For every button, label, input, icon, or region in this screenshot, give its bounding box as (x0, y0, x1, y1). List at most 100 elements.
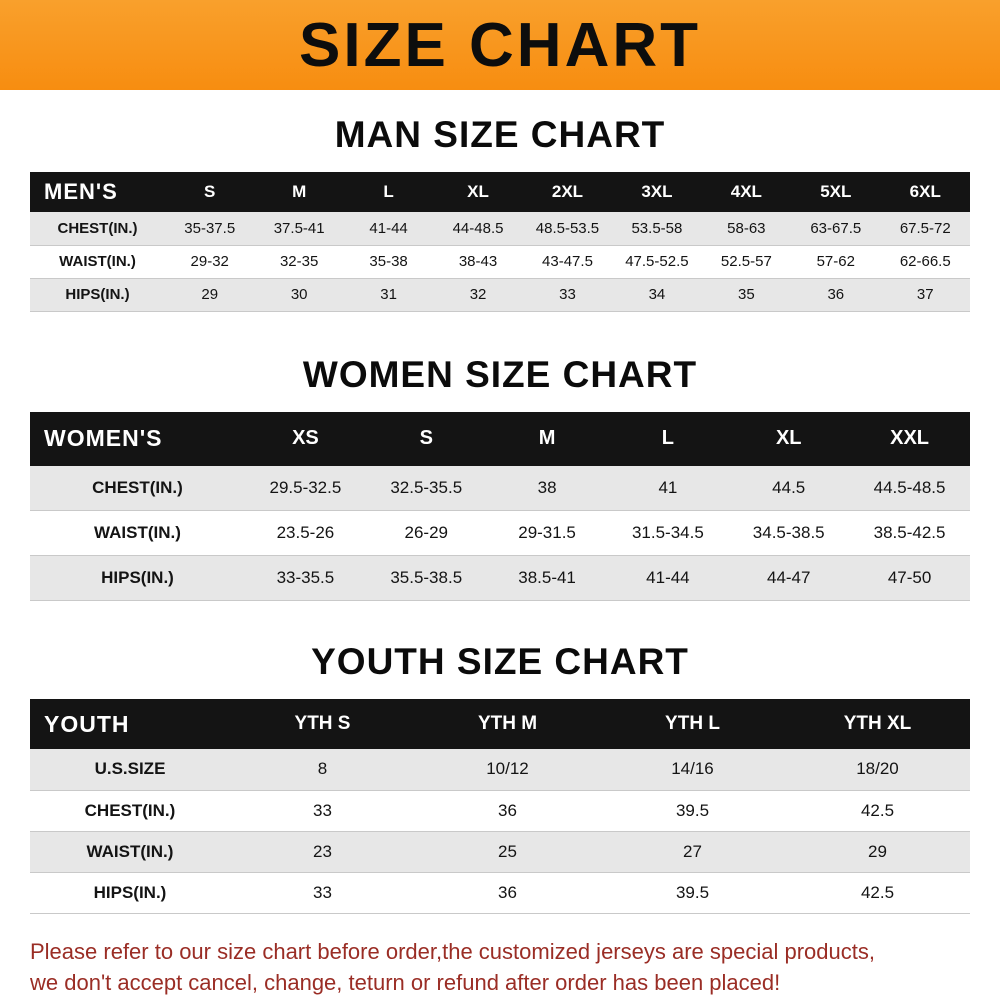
measurement-label-cell: HIPS(IN.) (65, 286, 130, 303)
table-row: HIPS(IN.) 29 30 31 32 33 34 35 36 37 (30, 278, 970, 311)
youth-section: YOUTH SIZE CHART YOUTH YTH S YTH M YTH L YTH… (0, 641, 1000, 914)
men-size-table: MEN'S S M L XL 2XL 3XL 4XL 5XL 6XL CHEST(IN.) 35-37… (30, 172, 970, 312)
measurement-value-cell: 38-43 (458, 253, 498, 270)
measurement-value-cell: 38 (537, 477, 557, 497)
measurement-value-cell: 42.5 (860, 882, 895, 902)
measurement-value-cell: 44-48.5 (452, 219, 504, 237)
table-row: HIPS(IN.) 33 36 39.5 42.5 (30, 872, 970, 913)
size-column-header: XL (728, 411, 850, 466)
measurement-label-cell: CHEST(IN.) (92, 477, 183, 497)
measurement-value-cell: 29-31.5 (518, 523, 576, 542)
measurement-value-cell: 38.5-42.5 (873, 523, 946, 542)
table-header-row: YOUTH YTH S YTH M YTH L YTH XL (30, 699, 970, 749)
size-column-header: YTH L (600, 699, 785, 749)
measurement-value-cell: 25 (498, 841, 517, 861)
size-column-header: M (254, 172, 344, 212)
measurement-value-cell: 33-35.5 (276, 568, 335, 587)
footer-note-line-2: we don't accept cancel, change, teturn o… (30, 970, 781, 996)
measurement-value-cell: 31 (380, 286, 397, 303)
measurement-value-cell: 29.5-32.5 (269, 477, 342, 497)
measurement-value-cell: 39.5 (675, 800, 710, 820)
table-row: CHEST(IN.) 33 36 39.5 42.5 (30, 790, 970, 831)
measurement-value-cell: 29-32 (190, 253, 229, 270)
measurement-label-cell: WAIST(IN.) (59, 253, 136, 270)
table-row: CHEST(IN.) 35-37.5 37.5-41 41-44 44-48.5 48.5… (30, 212, 970, 245)
table-row: WAIST(IN.) 23.5-26 26-29 29-31.5 31.5-34.5 34… (30, 510, 970, 556)
size-column-header: S (365, 411, 487, 466)
size-column-header: 3XL (612, 172, 702, 212)
measurement-value-cell: 29 (868, 841, 887, 861)
measurement-value-cell: 37.5-41 (273, 219, 325, 237)
measurement-value-cell: 23.5-26 (276, 523, 335, 542)
youth-size-table: YOUTH YTH S YTH M YTH L YTH XL U.S.SIZE 8 10/12… (30, 699, 970, 914)
table-row: CHEST(IN.) 29.5-32.5 32.5-35.5 38 41 44.5 44.5… (30, 465, 970, 511)
size-column-header: L (607, 411, 729, 466)
measurement-value-cell: 32-35 (279, 253, 319, 270)
measurement-label-cell: CHEST(IN.) (84, 800, 176, 820)
men-section-heading: MAN SIZE CHART (334, 114, 666, 155)
measurement-value-cell: 32 (469, 286, 487, 303)
size-column-header: S (165, 172, 255, 212)
measurement-value-cell: 33 (313, 882, 332, 902)
measurement-value-cell: 44-47 (766, 568, 811, 587)
measurement-value-cell: 35-37.5 (184, 219, 236, 237)
page-title: SIZE CHART (299, 10, 701, 80)
measurement-value-cell: 43-47.5 (542, 253, 593, 270)
measurement-label-cell: WAIST(IN.) (94, 523, 181, 542)
measurement-label-cell: CHEST(IN.) (57, 219, 138, 237)
measurement-value-cell: 63-67.5 (810, 219, 862, 237)
women-size-table: WOMEN'S XS S M L XL XXL CHEST(IN.) 29.5-32.5 32.5… (30, 411, 970, 602)
youth-section-heading: YOUTH SIZE CHART (311, 641, 689, 682)
measurement-value-cell: 14/16 (671, 759, 714, 779)
measurement-value-cell: 31.5-34.5 (631, 523, 704, 542)
size-column-header: YTH S (230, 699, 415, 749)
measurement-value-cell: 48.5-53.5 (535, 219, 600, 237)
measurement-value-cell: 36 (498, 882, 517, 902)
measurement-value-cell: 36 (498, 800, 517, 820)
size-column-header: M (486, 411, 608, 466)
measurement-value-cell: 34 (648, 286, 666, 303)
measurement-value-cell: 18/20 (856, 759, 899, 779)
size-column-header: 2XL (522, 172, 613, 212)
size-column-header: XL (433, 172, 523, 212)
table-row: HIPS(IN.) 33-35.5 35.5-38.5 38.5-41 41-44 44-… (30, 555, 970, 601)
footer-note-line-1: Please refer to our size chart before or… (30, 938, 875, 964)
table-row: U.S.SIZE 8 10/12 14/16 18/20 (30, 749, 970, 790)
measurement-value-cell: 10/12 (486, 759, 529, 779)
measurement-value-cell: 47.5-52.5 (625, 253, 689, 270)
table-header-row: MEN'S S M L XL 2XL 3XL 4XL 5XL 6XL (30, 172, 970, 212)
measurement-value-cell: 57-62 (816, 253, 855, 270)
measurement-value-cell: 47-50 (887, 568, 932, 587)
measurement-value-cell: 37 (916, 286, 934, 303)
measurement-value-cell: 35-38 (369, 253, 408, 270)
size-column-header: XXL (849, 411, 970, 466)
size-column-header: L (343, 172, 434, 212)
banner: SIZE CHART (0, 0, 1000, 90)
measurement-value-cell: 42.5 (860, 800, 895, 820)
measurement-value-cell: 30 (290, 286, 308, 303)
measurement-label-cell: HIPS(IN.) (101, 568, 174, 587)
size-column-header: XS (245, 411, 366, 466)
table-title-cell: WOMEN'S (30, 411, 245, 466)
table-row: WAIST(IN.) 23 25 27 29 (30, 831, 970, 872)
measurement-value-cell: 32.5-35.5 (390, 477, 463, 497)
table-title-cell: MEN'S (30, 172, 165, 212)
measurement-value-cell: 35 (738, 286, 755, 303)
measurement-value-cell: 35.5-38.5 (390, 568, 463, 587)
measurement-value-cell: 67.5-72 (899, 219, 951, 237)
table-header-row: WOMEN'S XS S M L XL XXL (30, 411, 970, 466)
measurement-value-cell: 33 (559, 286, 576, 303)
measurement-value-cell: 52.5-57 (720, 253, 772, 270)
size-column-header: 4XL (701, 172, 792, 212)
size-column-header: YTH XL (785, 699, 970, 749)
measurement-value-cell: 53.5-58 (631, 219, 683, 237)
measurement-value-cell: 29 (201, 286, 219, 303)
measurement-value-cell: 62-66.5 (899, 253, 951, 270)
measurement-value-cell: 41-44 (646, 568, 690, 587)
measurement-value-cell: 36 (827, 286, 845, 303)
measurement-value-cell: 38.5-41 (518, 568, 576, 587)
footer-note: Please refer to our size chart before or… (30, 936, 1000, 1000)
size-column-header: YTH M (415, 699, 600, 749)
size-column-header: 6XL (880, 172, 970, 212)
